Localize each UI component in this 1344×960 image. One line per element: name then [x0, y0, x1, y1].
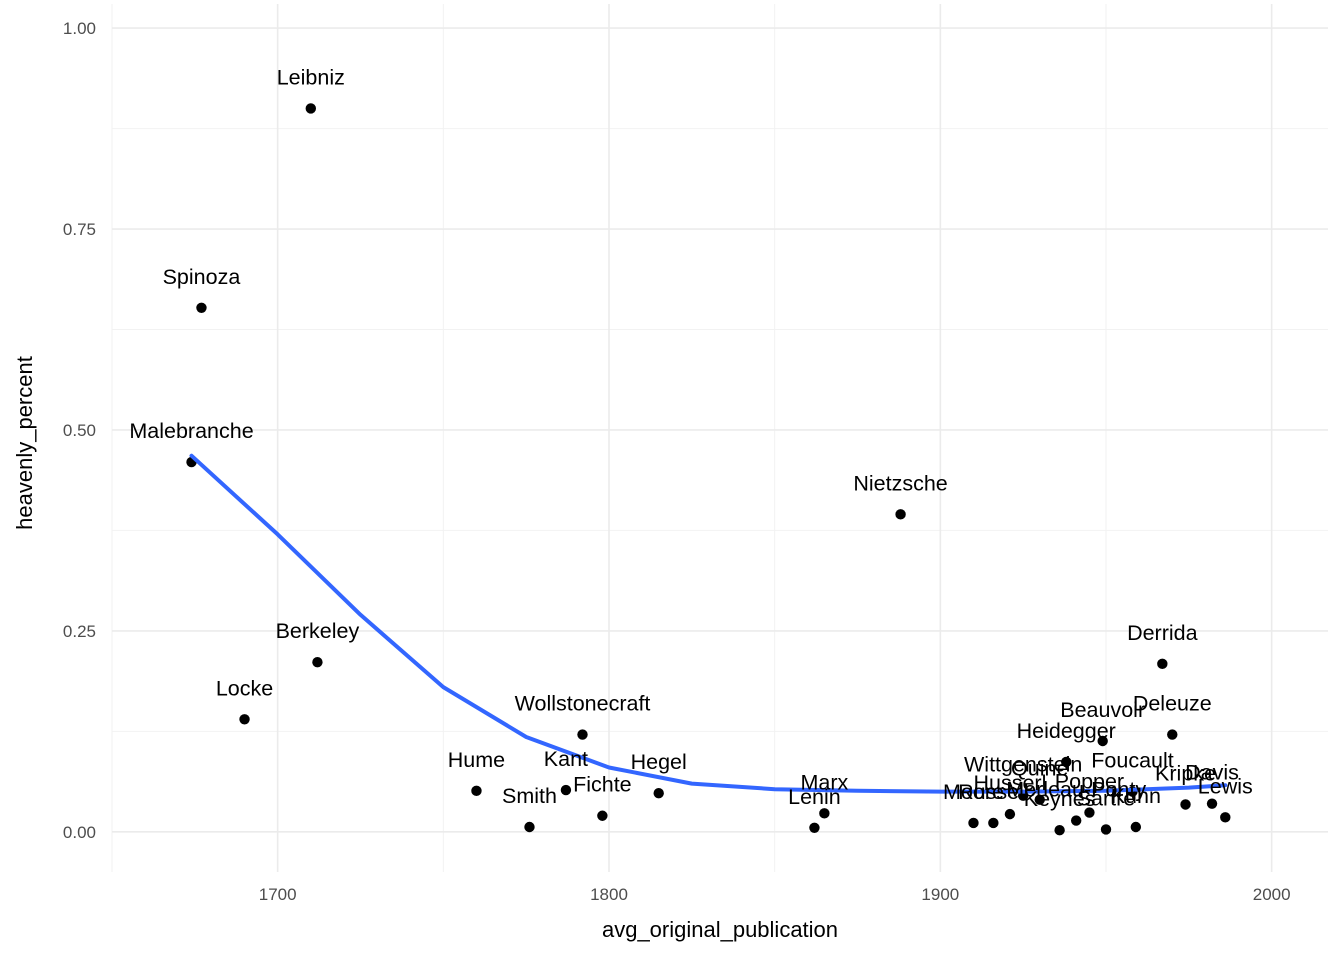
- x-axis-title: avg_original_publication: [602, 917, 838, 942]
- point-label: Wollstonecraft: [515, 692, 651, 716]
- point-label: Quine: [1011, 757, 1068, 781]
- x-tick-labels: 1700 1800 1900 2000: [259, 885, 1291, 904]
- grid-lines: [111, 4, 1328, 872]
- data-point: [988, 817, 999, 829]
- data-point: [1206, 798, 1218, 809]
- point-label: Heidegger: [1017, 719, 1116, 743]
- point-label: Fichte: [573, 773, 632, 797]
- y-tick-label: 0.50: [63, 421, 96, 440]
- y-tick-label: 0.00: [63, 823, 96, 842]
- data-point: [560, 784, 572, 796]
- data-point: [1130, 821, 1142, 833]
- point-label: Foucault: [1091, 749, 1173, 773]
- point-label: Hegel: [631, 750, 687, 774]
- point-label: Lewis: [1198, 774, 1253, 798]
- point-label: Kant: [544, 747, 588, 771]
- point-label: Beauvoir: [1060, 698, 1145, 722]
- point-label: Hume: [448, 748, 505, 772]
- point-label: Malebranche: [129, 419, 253, 443]
- data-point: [524, 821, 535, 833]
- data-point: [239, 714, 250, 725]
- x-tick-label: 2000: [1253, 885, 1291, 904]
- x-tick-label: 1900: [921, 885, 959, 904]
- point-label: Locke: [216, 676, 273, 700]
- point-label: Wittgenstein: [964, 753, 1082, 777]
- point-label: Merleau-Ponty: [1006, 778, 1146, 802]
- point-labels: Leibniz Spinoza Malebranche Berkeley Locke Hu…: [129, 65, 1252, 811]
- data-point: [819, 808, 830, 819]
- data-point: [1167, 729, 1178, 740]
- data-point: [895, 509, 906, 520]
- data-point: [1220, 812, 1231, 823]
- y-tick-label: 0.25: [63, 622, 96, 641]
- point-label: Marx: [800, 770, 848, 794]
- point-label: Lenin: [788, 785, 841, 809]
- point-label: Moore: [943, 780, 1004, 804]
- trend-line-group: [189, 453, 1228, 794]
- point-label: Spinoza: [163, 265, 241, 289]
- data-point: [1034, 794, 1045, 805]
- trend-line: [189, 453, 1228, 794]
- y-axis-title: heavenly_percent: [12, 356, 37, 530]
- data-point: [1157, 658, 1168, 670]
- point-label: Husserl: [973, 771, 1046, 795]
- y-tick-label: 1.00: [63, 19, 96, 38]
- point-label: Keynes: [1024, 787, 1096, 811]
- point-label: Derrida: [1127, 621, 1198, 645]
- data-points: [186, 103, 1231, 836]
- point-label: Russell: [958, 780, 1029, 804]
- data-point: [1070, 815, 1082, 826]
- data-point: [653, 788, 664, 799]
- point-label: Popper: [1055, 770, 1124, 794]
- point-label: Leibniz: [277, 65, 345, 89]
- data-point: [597, 810, 608, 821]
- data-point: [1004, 808, 1016, 820]
- data-point: [1061, 756, 1072, 768]
- x-tick-label: 1800: [590, 885, 628, 904]
- point-label: Berkeley: [276, 619, 360, 643]
- data-point: [1054, 825, 1065, 836]
- data-point: [1180, 799, 1191, 810]
- x-tick-label: 1700: [259, 885, 297, 904]
- data-point: [305, 103, 317, 114]
- point-label: Davis: [1185, 761, 1239, 785]
- point-label: Deleuze: [1133, 692, 1212, 716]
- point-label: Sartre: [1077, 786, 1136, 810]
- y-tick-label: 0.75: [63, 220, 96, 239]
- y-tick-labels: 0.00 0.25 0.50 0.75 1.00: [63, 19, 96, 842]
- data-point: [1097, 735, 1108, 747]
- data-point: [312, 657, 323, 668]
- point-label: Nietzsche: [853, 471, 947, 495]
- data-point: [577, 729, 588, 740]
- point-label: Kripke: [1155, 761, 1216, 785]
- data-point: [1100, 824, 1112, 835]
- point-label: Kuhn: [1111, 784, 1161, 808]
- data-point: [1084, 807, 1095, 818]
- data-point: [196, 302, 207, 313]
- data-point: [968, 817, 979, 829]
- point-label: Smith: [502, 784, 557, 808]
- data-point: [471, 785, 482, 797]
- data-point: [809, 822, 820, 833]
